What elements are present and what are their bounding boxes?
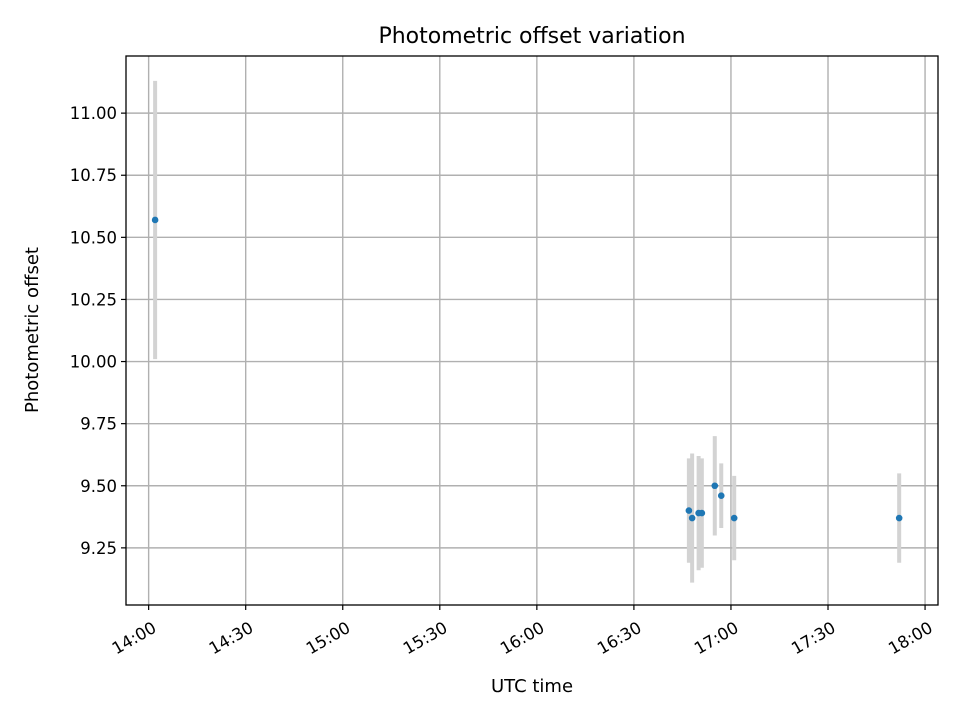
x-tick-label: 15:00 <box>303 618 354 658</box>
x-tick-label: 16:30 <box>594 618 645 658</box>
data-point <box>688 514 696 522</box>
x-tick-label: 17:30 <box>788 618 839 658</box>
data-point <box>730 514 738 522</box>
x-tick-label: 14:30 <box>206 618 257 658</box>
data-point <box>711 482 719 490</box>
data-point <box>151 216 159 224</box>
x-axis-label: UTC time <box>491 676 573 697</box>
x-tick-label: 16:00 <box>497 618 548 658</box>
x-tick-label: 15:30 <box>400 618 451 658</box>
y-tick-label: 10.75 <box>70 166 117 185</box>
data-point <box>698 509 706 517</box>
y-tick-label: 9.75 <box>80 415 117 434</box>
y-tick-label: 11.00 <box>70 104 117 123</box>
y-tick-label: 9.50 <box>80 477 117 496</box>
x-tick-label: 17:00 <box>691 618 742 658</box>
y-tick-label: 10.00 <box>70 353 117 372</box>
grid <box>126 56 938 605</box>
y-tick-label: 10.25 <box>70 290 117 309</box>
data-point <box>685 507 693 514</box>
y-tick-label: 10.50 <box>70 228 117 247</box>
x-axis-ticks: 14:00 14:30 15:00 15:30 16:00 16:30 17:00 17:30… <box>109 605 936 658</box>
data-point <box>895 514 903 522</box>
y-tick-label: 9.25 <box>80 539 117 558</box>
x-tick-label: 14:00 <box>109 618 160 658</box>
data-point <box>717 492 725 499</box>
x-tick-label: 18:00 <box>885 618 936 658</box>
y-axis-label: Photometric offset <box>22 247 43 413</box>
data-points <box>151 216 903 522</box>
chart-title: Photometric offset variation <box>378 24 685 49</box>
error-bars <box>153 80 902 583</box>
plot-frame <box>125 55 939 606</box>
y-axis-ticks: 9.25 9.50 9.75 10.00 10.25 10.50 10.75 11.00 <box>70 104 126 558</box>
